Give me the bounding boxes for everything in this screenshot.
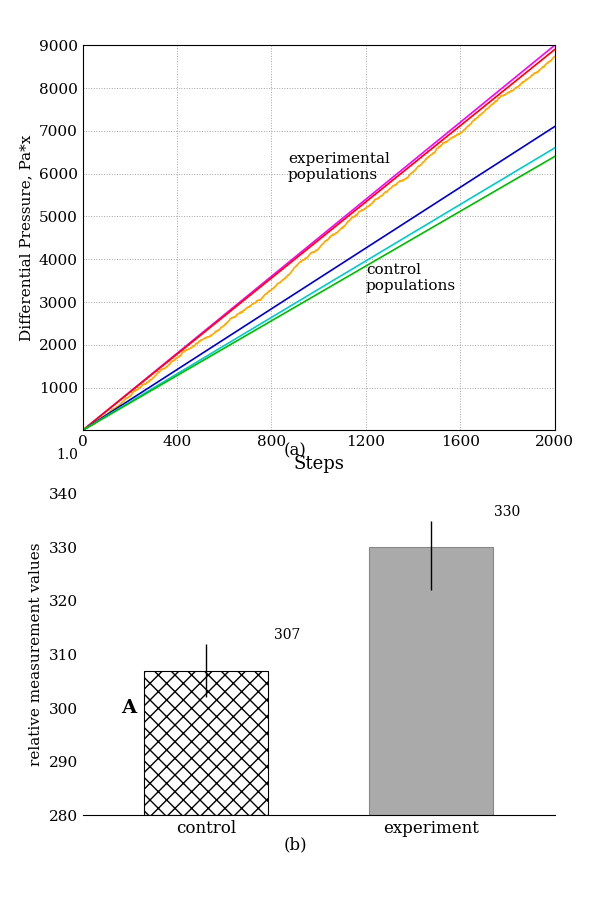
Text: A: A: [121, 699, 136, 718]
Text: 1.0: 1.0: [56, 448, 78, 462]
Y-axis label: relative measurement values: relative measurement values: [29, 543, 43, 766]
Y-axis label: Differential Pressure, Pa*x: Differential Pressure, Pa*x: [19, 135, 33, 341]
Bar: [369, 547, 493, 815]
Bar: [145, 670, 268, 815]
X-axis label: Steps: Steps: [293, 455, 344, 473]
Text: 330: 330: [494, 505, 520, 519]
Text: (b): (b): [283, 837, 307, 853]
Text: experimental
populations: experimental populations: [288, 152, 390, 182]
Text: control
populations: control populations: [366, 264, 456, 294]
Text: (a): (a): [284, 443, 306, 459]
Text: 307: 307: [274, 628, 300, 642]
